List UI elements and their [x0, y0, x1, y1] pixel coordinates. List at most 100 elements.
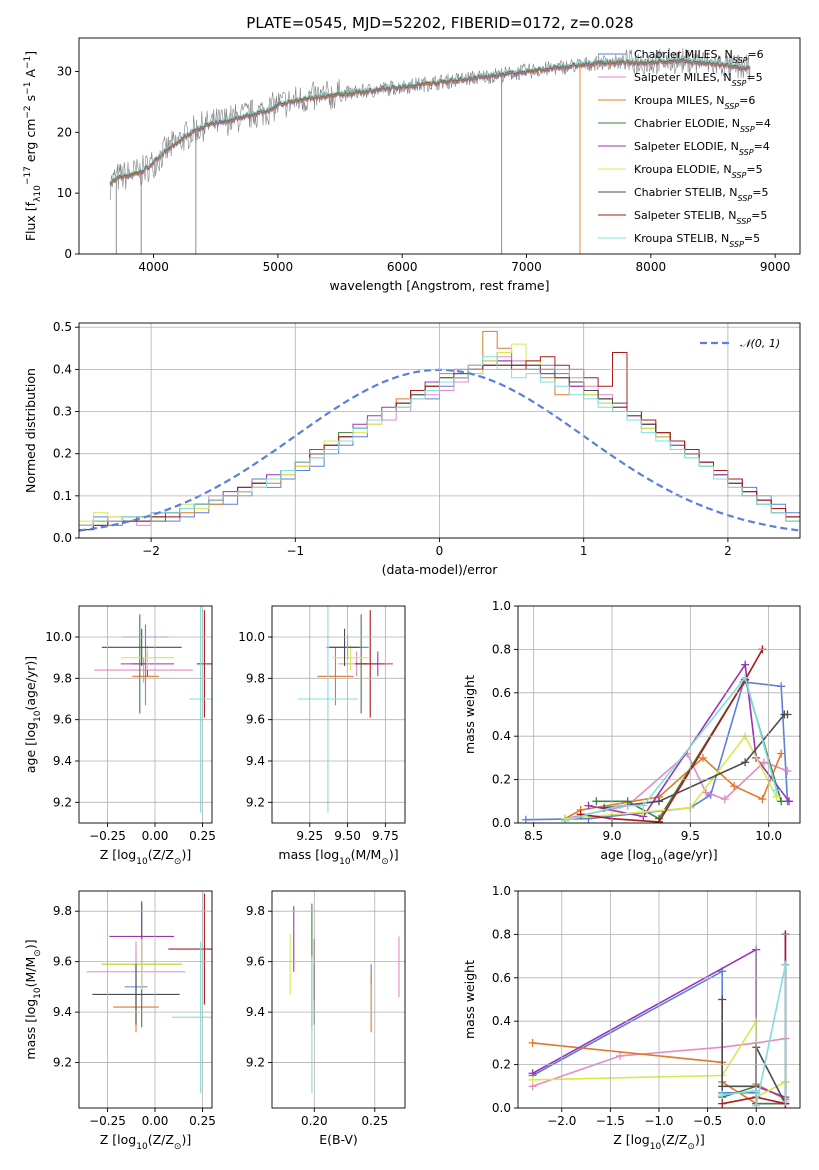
- x-tick-label: −0.25: [89, 1114, 126, 1128]
- weight-marker: [615, 801, 624, 810]
- x-tick-label: 0.25: [189, 829, 216, 843]
- y-tick-label: 9.8: [246, 904, 265, 918]
- x-tick-label: 8000: [636, 260, 667, 274]
- y-tick-label: 0.6: [492, 686, 511, 700]
- y-tick-label: 0.0: [492, 1101, 511, 1115]
- weight-marker: [718, 1090, 727, 1099]
- errorbar-point: [332, 645, 369, 671]
- y-tick-label: 9.2: [246, 1056, 265, 1070]
- panel-frame: [78, 37, 801, 255]
- weight-marker: [718, 995, 727, 1004]
- y-tick-label: 0.1: [53, 489, 72, 503]
- y-tick-label: 0.6: [492, 971, 511, 985]
- x-tick-label: 9.50: [334, 829, 361, 843]
- x-tick-label: 9000: [760, 260, 791, 274]
- legend-entry: Salpeter STELIB, NSSP=5: [634, 209, 767, 226]
- weight-line: [564, 734, 778, 820]
- y-tick-label: 10.0: [238, 630, 265, 644]
- panel-frame: [78, 605, 213, 824]
- panel-weight_vs_age: 8.5 9.0 9.5 10.0 0.0 0.2 0.4 0.6 0.8 1.0 age [log1…: [462, 599, 801, 867]
- legend-entry: Kroupa STELIB, NSSP=5: [634, 232, 760, 249]
- panel-residuals: −2 −1 0 1 2 0.0 0.1 0.2 0.3 0.4 0.5 (data-model)/er…: [23, 320, 801, 577]
- legend-entry: Kroupa MILES, NSSP=6: [634, 94, 755, 111]
- legend-entry: Salpeter ELODIE, NSSP=4: [634, 140, 770, 157]
- x-tick-label: 5000: [263, 260, 294, 274]
- panel-age_vs_Z: −0.25 0.00 0.25 9.2 9.4 9.6 9.8 10.0 Z [log10(Z/…: [23, 605, 216, 867]
- weight-marker: [741, 673, 750, 682]
- weight-marker: [718, 1099, 727, 1108]
- legend-entry: Chabrier MILES, NSSP=6: [634, 48, 764, 65]
- x-tick-label: −2.0: [547, 1114, 576, 1128]
- x-tick-label: 10.0: [755, 829, 782, 843]
- weight-marker: [741, 758, 750, 767]
- x-tick-label: 0: [436, 544, 444, 558]
- plot-area-weight_vs_age: [521, 645, 794, 823]
- x-tick-label: −2: [142, 544, 160, 558]
- y-tick-label: 20: [57, 125, 72, 139]
- weight-marker: [528, 1038, 537, 1047]
- y-tick-label: 10.0: [45, 630, 72, 644]
- x-tick-label: 9.5: [681, 829, 700, 843]
- y-axis-label: mass weight: [462, 675, 477, 754]
- x-axis-label: (data-model)/error: [382, 562, 499, 577]
- weight-marker: [758, 795, 767, 804]
- weight-marker: [759, 758, 768, 767]
- weight-marker: [592, 797, 601, 806]
- plot-area-age_vs_Z: [94, 606, 212, 813]
- y-tick-label: 0.0: [53, 531, 72, 545]
- weight-marker: [777, 682, 786, 691]
- figure-title: PLATE=0545, MJD=52202, FIBERID=0172, z=0…: [246, 14, 633, 32]
- weight-line: [721, 964, 787, 1105]
- x-tick-label: −1.0: [644, 1114, 673, 1128]
- y-axis-label: Flux [fλ10−17 erg cm−2 s−1 A−1]: [23, 51, 43, 241]
- weight-line: [588, 662, 790, 818]
- x-tick-label: 6000: [387, 260, 418, 274]
- y-tick-label: 9.2: [53, 795, 72, 809]
- weight-marker: [730, 782, 739, 791]
- y-tick-label: 30: [57, 64, 72, 78]
- x-tick-label: 8.5: [524, 829, 543, 843]
- errorbar-point: [196, 610, 212, 718]
- y-tick-label: 9.4: [53, 754, 72, 768]
- y-tick-label: 10: [57, 186, 72, 200]
- weight-marker: [698, 753, 707, 762]
- y-tick-label: 0.8: [492, 927, 511, 941]
- errorbar-point: [132, 647, 159, 706]
- x-tick-label: −1: [286, 544, 304, 558]
- y-tick-label: 9.2: [246, 795, 265, 809]
- spectrum-data-line: [109, 47, 751, 200]
- x-axis-label: Z [log10(Z/Z⊙)]: [100, 1132, 191, 1152]
- y-tick-label: 0.2: [492, 1058, 511, 1072]
- spectrum-legend: Chabrier MILES, NSSP=6 Salpeter MILES, NS…: [598, 48, 771, 249]
- errorbar-point: [168, 893, 212, 1005]
- x-axis-label: wavelength [Angstrom, rest frame]: [329, 278, 549, 293]
- y-tick-label: 1.0: [492, 599, 511, 613]
- weight-marker: [777, 749, 786, 758]
- panel-frame: [517, 605, 801, 824]
- errorbar-point: [172, 941, 212, 1093]
- spectrum-model-kroupa-stelib: [109, 56, 751, 184]
- y-tick-label: 0.4: [492, 729, 511, 743]
- errorbar-point: [297, 606, 359, 813]
- weight-marker: [777, 797, 786, 806]
- panel-frame: [78, 890, 213, 1109]
- errorbar-point: [92, 964, 180, 1025]
- plot-area-spectrum: [109, 47, 751, 254]
- panel-weight_vs_Z: −2.0 −1.5 −1.0 −0.5 0.0 0.0 0.2 0.4 0.6 0.8 1.0 Z […: [462, 884, 801, 1152]
- weight-marker: [718, 1082, 727, 1091]
- errorbar-point: [94, 657, 193, 683]
- x-tick-label: −1.5: [596, 1114, 625, 1128]
- x-tick-label: 0.00: [142, 1114, 169, 1128]
- x-axis-label: Z [log10(Z/Z⊙)]: [613, 1132, 704, 1152]
- errorbar-point: [120, 645, 174, 671]
- x-tick-label: 9.0: [602, 829, 621, 843]
- y-axis-label: Normed distribution: [23, 368, 38, 493]
- legend-entry: Chabrier STELIB, NSSP=5: [634, 186, 768, 203]
- x-tick-label: 0.25: [361, 1114, 388, 1128]
- y-tick-label: 0: [64, 247, 72, 261]
- x-tick-label: 0.20: [301, 1114, 328, 1128]
- x-tick-label: −0.25: [89, 829, 126, 843]
- histogram-kroupa-stelib: [79, 356, 800, 526]
- panel-age_vs_mass: 9.25 9.50 9.75 9.2 9.4 9.6 9.8 10.0 mass [log10(…: [238, 605, 406, 867]
- weight-marker: [741, 660, 750, 669]
